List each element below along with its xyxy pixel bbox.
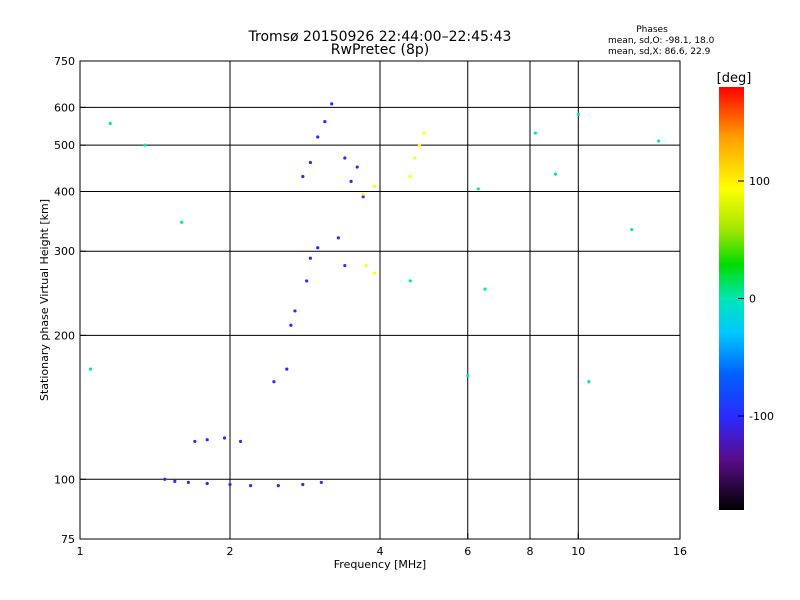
data-point <box>180 220 184 224</box>
data-point <box>205 438 209 442</box>
y-axis-label: Stationary phase Virtual Height [km] <box>38 199 51 401</box>
data-point <box>657 139 661 143</box>
y-tick-label: 500 <box>54 139 75 152</box>
colorbar-tick-label: 100 <box>749 175 770 188</box>
data-point <box>143 143 147 147</box>
data-point <box>249 484 253 488</box>
data-point <box>308 256 313 260</box>
y-tick-label: 600 <box>54 101 75 114</box>
plot-area: 1 2 4 6 8 10 16 75 100 200 300 400 500 600 750 <box>54 55 687 558</box>
data-point <box>222 436 227 440</box>
data-point <box>323 120 327 124</box>
data-point <box>576 112 580 116</box>
data-point <box>372 271 377 275</box>
data-point <box>364 263 368 268</box>
data-point <box>466 373 470 377</box>
data-point <box>372 184 377 188</box>
data-point <box>173 479 177 483</box>
colorbar: [deg] 100 0 -100 <box>717 71 774 510</box>
data-point <box>228 482 232 487</box>
data-point <box>305 279 309 283</box>
data-point <box>413 156 417 160</box>
data-point <box>88 367 93 371</box>
data-point <box>476 187 480 191</box>
x-tick-label: 2 <box>227 545 234 558</box>
data-point <box>630 227 634 232</box>
y-tick-label: 100 <box>54 473 75 486</box>
data-point <box>293 309 297 313</box>
data-point <box>349 179 353 183</box>
phases-x-stats: mean, sd,X: 86.6, 22.9 <box>608 47 711 57</box>
data-point <box>316 135 320 139</box>
data-point <box>285 367 289 371</box>
data-point <box>238 439 243 444</box>
data-point <box>587 380 591 384</box>
data-point <box>272 380 276 384</box>
data-point <box>408 174 412 179</box>
y-tick-label: 400 <box>54 185 75 198</box>
y-tick-label: 750 <box>54 55 75 68</box>
colorbar-tick-label: -100 <box>749 410 774 423</box>
x-axis-label: Frequency [MHz] <box>334 558 426 571</box>
data-point <box>308 160 313 165</box>
y-ticks: 75 100 200 300 400 500 600 750 <box>54 55 86 546</box>
x-tick-label: 4 <box>377 545 384 558</box>
x-tick-label: 8 <box>527 545 534 558</box>
data-point <box>417 143 422 147</box>
data-point <box>553 172 558 176</box>
data-point <box>533 131 537 135</box>
data-point <box>108 121 112 126</box>
grid-lines <box>80 61 680 539</box>
data-point <box>361 192 365 196</box>
phases-title: Phases <box>636 25 668 35</box>
x-tick-label: 6 <box>464 545 471 558</box>
data-point <box>408 279 412 283</box>
colorbar-tick-label: 0 <box>749 293 756 306</box>
chart-subtitle: RwPretec (8p) <box>331 42 429 58</box>
y-tick-label: 200 <box>54 329 75 342</box>
y-tick-label: 75 <box>61 533 75 546</box>
data-point <box>163 477 167 481</box>
data-point <box>343 156 347 160</box>
phases-o-stats: mean, sd,O: -98.1, 18.0 <box>608 36 715 46</box>
data-point <box>355 165 359 169</box>
data-point <box>289 323 293 327</box>
data-point <box>319 480 323 485</box>
y-tick-label: 300 <box>54 245 75 258</box>
data-point <box>483 287 487 291</box>
data-point <box>422 131 426 135</box>
x-ticks: 1 2 4 6 8 10 16 <box>77 533 687 558</box>
x-tick-label: 16 <box>673 545 687 558</box>
data-point <box>193 439 197 444</box>
data-point <box>276 484 280 488</box>
data-point <box>330 102 334 106</box>
colorbar-ticks: 100 0 -100 <box>738 175 774 423</box>
data-point <box>361 195 365 199</box>
x-tick-label: 10 <box>571 545 585 558</box>
data-point <box>205 481 209 486</box>
colorbar-label: [deg] <box>717 71 752 86</box>
x-tick-label: 1 <box>77 545 84 558</box>
data-point <box>301 174 305 179</box>
data-point <box>316 246 320 250</box>
data-point <box>336 236 340 240</box>
data-point <box>186 480 190 485</box>
data-point <box>343 263 347 268</box>
chart-title: Tromsø 20150926 22:44:00–22:45:43 <box>248 29 512 45</box>
data-point <box>301 482 305 487</box>
data-points <box>88 102 661 488</box>
